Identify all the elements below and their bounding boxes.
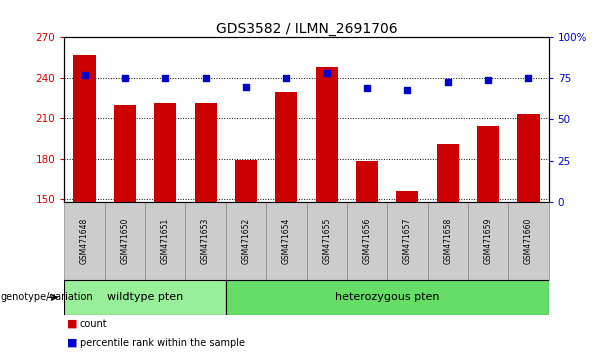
Point	[120, 75, 130, 81]
Bar	[306, 202, 347, 280]
Bar	[356, 161, 378, 202]
Text: GSM471651: GSM471651	[161, 218, 170, 264]
Bar	[436, 144, 459, 202]
Bar	[64, 202, 105, 280]
Bar	[468, 202, 508, 280]
Bar	[185, 202, 226, 280]
Bar	[427, 202, 468, 280]
Bar	[266, 202, 306, 280]
Bar	[74, 55, 96, 202]
Bar	[194, 103, 217, 202]
Bar	[275, 92, 297, 202]
Bar	[387, 202, 428, 280]
Point	[524, 75, 533, 81]
Bar	[226, 202, 266, 280]
Text: GSM471648: GSM471648	[80, 218, 89, 264]
Point	[281, 75, 291, 81]
Point	[200, 75, 210, 81]
Bar	[235, 160, 257, 202]
Point	[362, 85, 372, 91]
Bar	[226, 280, 549, 315]
Text: GSM471654: GSM471654	[282, 217, 291, 264]
Point	[443, 79, 452, 85]
Point	[161, 75, 170, 81]
Text: GSM471652: GSM471652	[242, 218, 251, 264]
Point	[241, 84, 251, 89]
Text: GSM471658: GSM471658	[443, 218, 452, 264]
Point	[322, 70, 332, 76]
Text: GSM471656: GSM471656	[362, 217, 371, 264]
Point	[403, 87, 413, 93]
Text: count: count	[80, 319, 107, 329]
Title: GDS3582 / ILMN_2691706: GDS3582 / ILMN_2691706	[216, 22, 397, 36]
Bar	[114, 105, 136, 202]
Text: GSM471659: GSM471659	[484, 217, 493, 264]
Point	[483, 77, 493, 83]
Bar	[508, 202, 549, 280]
Bar	[316, 67, 338, 202]
Bar	[477, 126, 499, 202]
Text: ■: ■	[67, 338, 78, 348]
Bar	[396, 191, 419, 202]
Text: GSM471660: GSM471660	[524, 217, 533, 264]
Text: genotype/variation: genotype/variation	[1, 292, 93, 302]
Text: GSM471655: GSM471655	[322, 217, 331, 264]
Bar	[145, 202, 185, 280]
Text: heterozygous pten: heterozygous pten	[335, 292, 440, 302]
Bar	[154, 103, 177, 202]
Text: GSM471650: GSM471650	[120, 217, 129, 264]
Bar	[347, 202, 387, 280]
Text: GSM471657: GSM471657	[403, 217, 412, 264]
Point	[80, 72, 89, 78]
Text: percentile rank within the sample: percentile rank within the sample	[80, 338, 245, 348]
Bar	[64, 280, 226, 315]
Text: GSM471653: GSM471653	[201, 217, 210, 264]
Bar	[105, 202, 145, 280]
Bar	[517, 114, 539, 202]
Text: wildtype pten: wildtype pten	[107, 292, 183, 302]
Text: ■: ■	[67, 319, 78, 329]
